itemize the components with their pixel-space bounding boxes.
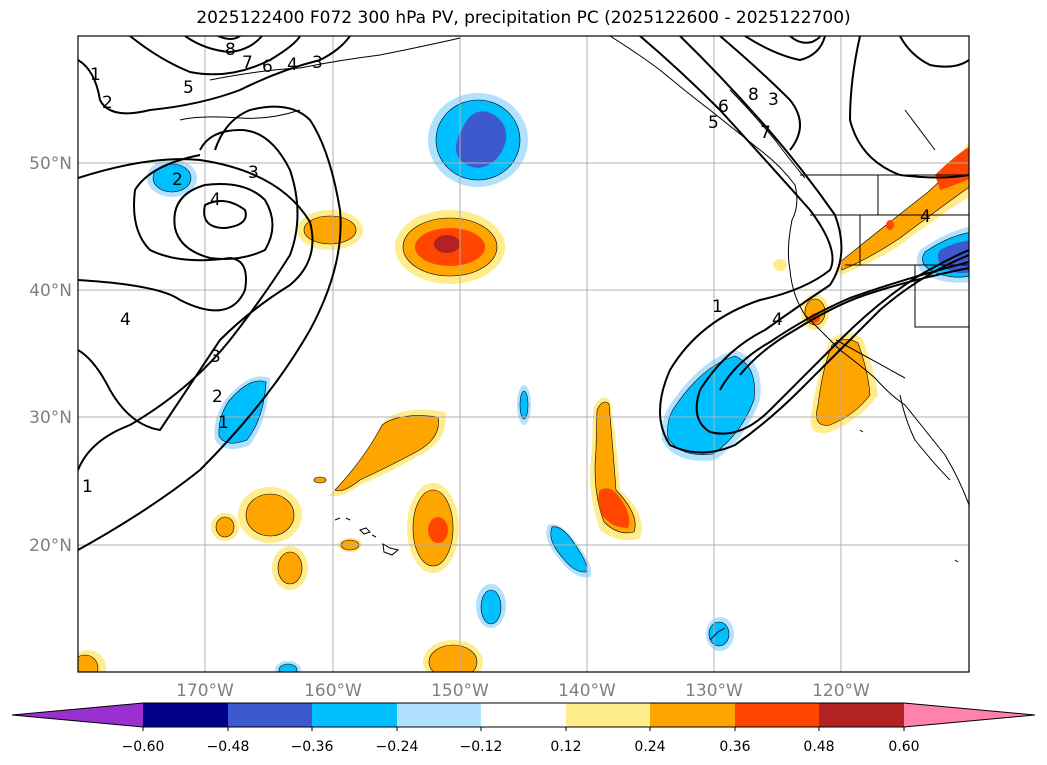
colorbar: −0.60 −0.48 −0.36 −0.24 −0.12 0.12 0.24 … xyxy=(11,702,1036,755)
colorbar-segment xyxy=(735,703,819,727)
pv-contours xyxy=(78,36,969,551)
colorbar-tick-label: 0.12 xyxy=(550,739,581,755)
pv-label: 4 xyxy=(287,55,298,75)
pv-label: 2 xyxy=(102,93,113,113)
pv-label: 3 xyxy=(768,90,779,110)
pv-label: 7 xyxy=(242,53,253,73)
colorbar-segment xyxy=(228,703,312,727)
pv-label: 2 xyxy=(172,170,183,190)
lat-tick-label: 30°N xyxy=(29,408,72,428)
colorbar-segment xyxy=(566,703,650,727)
colorbar-segment xyxy=(312,703,397,727)
colorbar-tick-label: −0.60 xyxy=(122,739,165,755)
map-title: 2025122400 F072 300 hPa PV, precipitatio… xyxy=(196,8,851,28)
pv-label: 4 xyxy=(920,207,931,227)
colorbar-tick-label: −0.36 xyxy=(291,739,334,755)
pv-label: 1 xyxy=(712,297,723,317)
lon-tick-label: 170°W xyxy=(176,681,234,701)
pv-label: 1 xyxy=(218,413,229,433)
colorbar-extend-low xyxy=(12,703,143,727)
lon-axis: 170°W 160°W 150°W 140°W 130°W 120°W xyxy=(176,681,870,701)
colorbar-tick-label: 0.48 xyxy=(803,739,834,755)
lon-tick-label: 160°W xyxy=(304,681,362,701)
lat-tick-label: 20°N xyxy=(29,536,72,556)
pv-label: 3 xyxy=(210,347,221,367)
pv-label: 5 xyxy=(183,78,194,98)
lon-tick-label: 130°W xyxy=(685,681,743,701)
lat-tick-label: 40°N xyxy=(29,281,72,301)
colorbar-tick-label: 0.60 xyxy=(888,739,919,755)
pv-label: 1 xyxy=(82,477,93,497)
pv-label: 1 xyxy=(90,65,101,85)
pv-label: 3 xyxy=(248,163,259,183)
pv-label: 8 xyxy=(225,40,236,60)
pv-label: 2 xyxy=(212,387,223,407)
precip-0.48-areas xyxy=(434,235,460,253)
colorbar-tick-label: 0.36 xyxy=(719,739,750,755)
colorbar-segment xyxy=(143,703,228,727)
map-frame xyxy=(77,35,970,673)
lon-tick-label: 140°W xyxy=(558,681,616,701)
colorbar-segment xyxy=(397,703,481,727)
pv-label: 3 xyxy=(312,53,323,73)
lon-tick-label: 150°W xyxy=(431,681,489,701)
colorbar-tick-label: −0.48 xyxy=(207,739,250,755)
pv-label: 4 xyxy=(772,310,783,330)
pv-label: 7 xyxy=(760,123,771,143)
pv-label: 6 xyxy=(718,97,729,117)
plot-area: 1 2 5 8 7 6 4 3 2 3 4 4 3 2 1 1 1 4 5 6 … xyxy=(78,36,969,672)
colorbar-tick-label: −0.12 xyxy=(460,739,503,755)
islands xyxy=(334,429,959,641)
pv-label: 6 xyxy=(262,57,273,77)
gridlines xyxy=(78,36,969,672)
colorbar-segment xyxy=(650,703,735,727)
pv-label: 4 xyxy=(210,190,221,210)
colorbar-extend-high xyxy=(904,703,1035,727)
precip-positive-anomalies xyxy=(78,140,969,672)
lat-tick-label: 50°N xyxy=(29,154,72,174)
pv-label: 8 xyxy=(748,85,759,105)
colorbar-segment xyxy=(481,703,566,727)
colorbar-segment xyxy=(819,703,904,727)
pv-label: 4 xyxy=(120,310,131,330)
coastlines xyxy=(179,36,969,506)
colorbar-tick-label: −0.24 xyxy=(376,739,419,755)
pv-contour-labels: 1 2 5 8 7 6 4 3 2 3 4 4 3 2 1 1 1 4 5 6 … xyxy=(82,40,931,497)
pv-label: 5 xyxy=(708,113,719,133)
lon-tick-label: 120°W xyxy=(812,681,870,701)
colorbar-tick-label: 0.24 xyxy=(634,739,665,755)
lat-axis: 20°N 30°N 40°N 50°N xyxy=(29,154,72,556)
